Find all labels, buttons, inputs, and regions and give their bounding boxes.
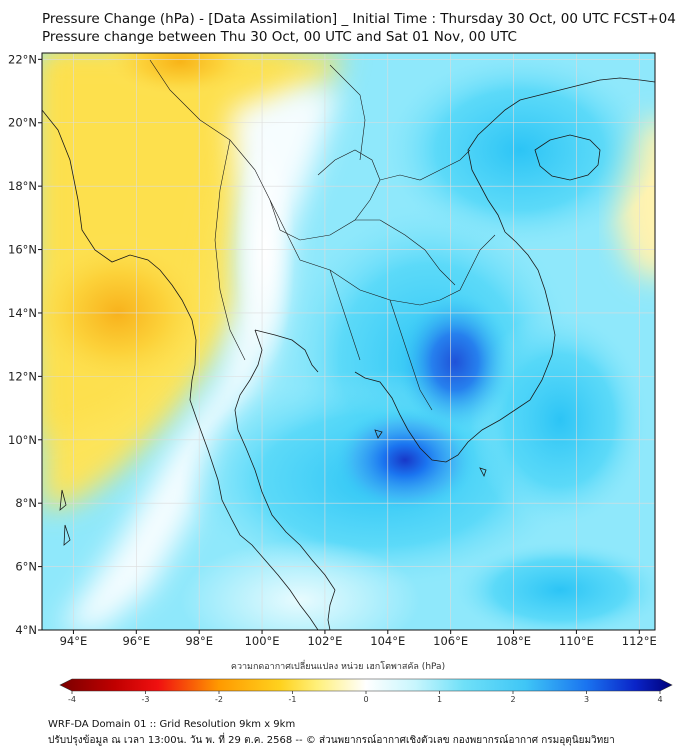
lon-tick-label: 100°E — [245, 634, 280, 648]
lon-tick-label: 98°E — [185, 634, 213, 648]
lat-tick-label: 20°N — [8, 116, 37, 130]
chart-title: Pressure Change (hPa) - [Data Assimilati… — [42, 11, 676, 27]
lon-tick-label: 112°E — [622, 634, 657, 648]
colorbar-label: ความกดอากาศเปลี่ยนแปลง หน่วย เฮกโตพาสคัล… — [230, 662, 446, 672]
chart-subtitle: Pressure change between Thu 30 Oct, 00 U… — [42, 29, 517, 45]
colorbar-tick-label: 1 — [437, 695, 442, 704]
lat-tick-label: 6°N — [15, 560, 37, 574]
lon-tick-label: 108°E — [496, 634, 531, 648]
lat-tick-label: 14°N — [8, 306, 37, 320]
colorbar-tick-label: -3 — [142, 695, 150, 704]
lat-tick-label: 16°N — [8, 243, 37, 257]
colorbar-tick-label: 3 — [584, 695, 589, 704]
colorbar-tick-label: 4 — [657, 695, 662, 704]
lat-tick-label: 12°N — [8, 369, 37, 383]
lat-tick-label: 8°N — [15, 496, 37, 510]
colorbar-tick-label: -2 — [215, 695, 223, 704]
graticule — [42, 53, 655, 630]
longitude-axis: 94°E 96°E 98°E 100°E 102°E 104°E 106°E 108°E 110… — [60, 630, 657, 648]
map-frame — [41, 52, 656, 631]
latitude-axis: 4°N 6°N 8°N 10°N 12°N 14°N 16°N 18°N 20°N 22°N — [8, 52, 42, 637]
lon-tick-label: 104°E — [370, 634, 405, 648]
lon-tick-label: 106°E — [433, 634, 468, 648]
lat-tick-label: 18°N — [8, 179, 37, 193]
colorbar-tick-label: -1 — [289, 695, 297, 704]
pressure-field — [42, 53, 655, 630]
footer-model-info: WRF-DA Domain 01 :: Grid Resolution 9km … — [48, 719, 296, 730]
colorbar-tick-label: 0 — [363, 695, 368, 704]
colorbar-tick-label: -4 — [68, 695, 76, 704]
colorbar: -4 -3 -2 -1 0 1 2 3 4 — [59, 678, 673, 704]
colorbar-tick-label: 2 — [510, 695, 515, 704]
coastlines-and-borders — [42, 59, 655, 630]
footer-update-info: ปรับปรุงข้อมูล ณ เวลา 13:00น. วัน พ. ที่… — [48, 735, 615, 746]
lon-tick-label: 94°E — [60, 634, 88, 648]
lat-tick-label: 10°N — [8, 433, 37, 447]
lon-tick-label: 96°E — [122, 634, 150, 648]
lon-tick-label: 110°E — [559, 634, 594, 648]
lon-tick-label: 102°E — [307, 634, 342, 648]
lat-tick-label: 22°N — [8, 52, 37, 66]
lat-tick-label: 4°N — [15, 623, 37, 637]
